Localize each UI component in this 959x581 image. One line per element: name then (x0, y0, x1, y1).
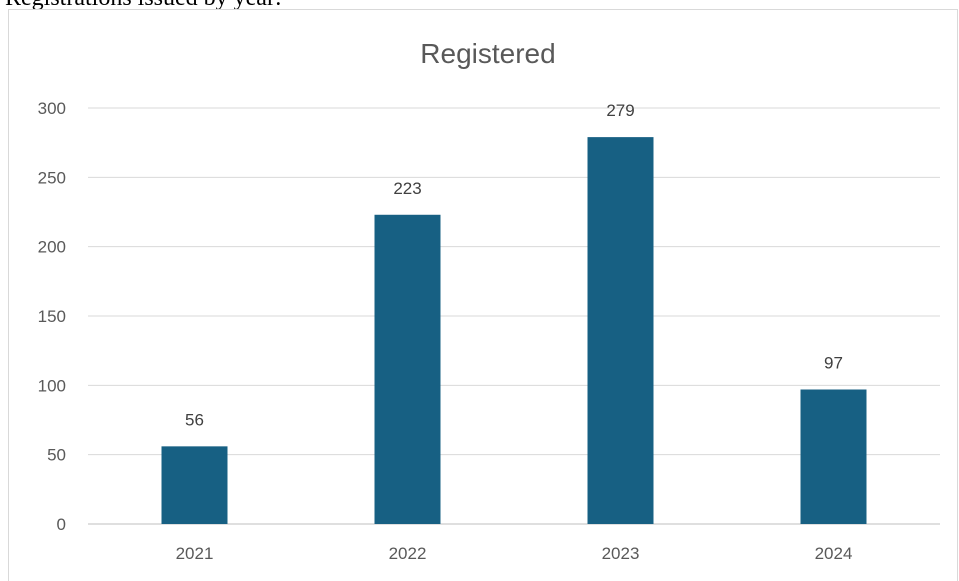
gridlines (88, 107, 940, 525)
y-tick-label: 150 (38, 307, 66, 326)
bar-2024 (800, 389, 867, 524)
x-axis-ticks: 2021 2022 2023 2024 (176, 544, 853, 563)
data-label-2021: 56 (185, 410, 204, 429)
x-tick-label: 2022 (389, 544, 427, 563)
chart-title: Registered (420, 38, 555, 69)
data-label-2022: 223 (393, 179, 421, 198)
data-label-2023: 279 (606, 101, 634, 120)
y-tick-label: 0 (57, 515, 66, 534)
bar-2023 (587, 137, 654, 524)
bar-2022 (374, 214, 441, 525)
y-axis-ticks: 0 50 100 150 200 250 300 (38, 99, 66, 534)
x-tick-label: 2021 (176, 544, 214, 563)
y-tick-label: 250 (38, 168, 66, 187)
y-tick-label: 100 (38, 376, 66, 395)
x-tick-label: 2023 (602, 544, 640, 563)
data-label-2024: 97 (824, 353, 843, 372)
data-labels: 56 223 279 97 (185, 101, 843, 429)
x-tick-label: 2024 (815, 544, 853, 563)
caption-text: Registrations issued by year: (5, 0, 282, 12)
bars (161, 137, 867, 525)
y-tick-label: 50 (47, 446, 66, 465)
y-tick-label: 200 (38, 238, 66, 257)
bar-2021 (161, 446, 228, 524)
y-tick-label: 300 (38, 99, 66, 118)
